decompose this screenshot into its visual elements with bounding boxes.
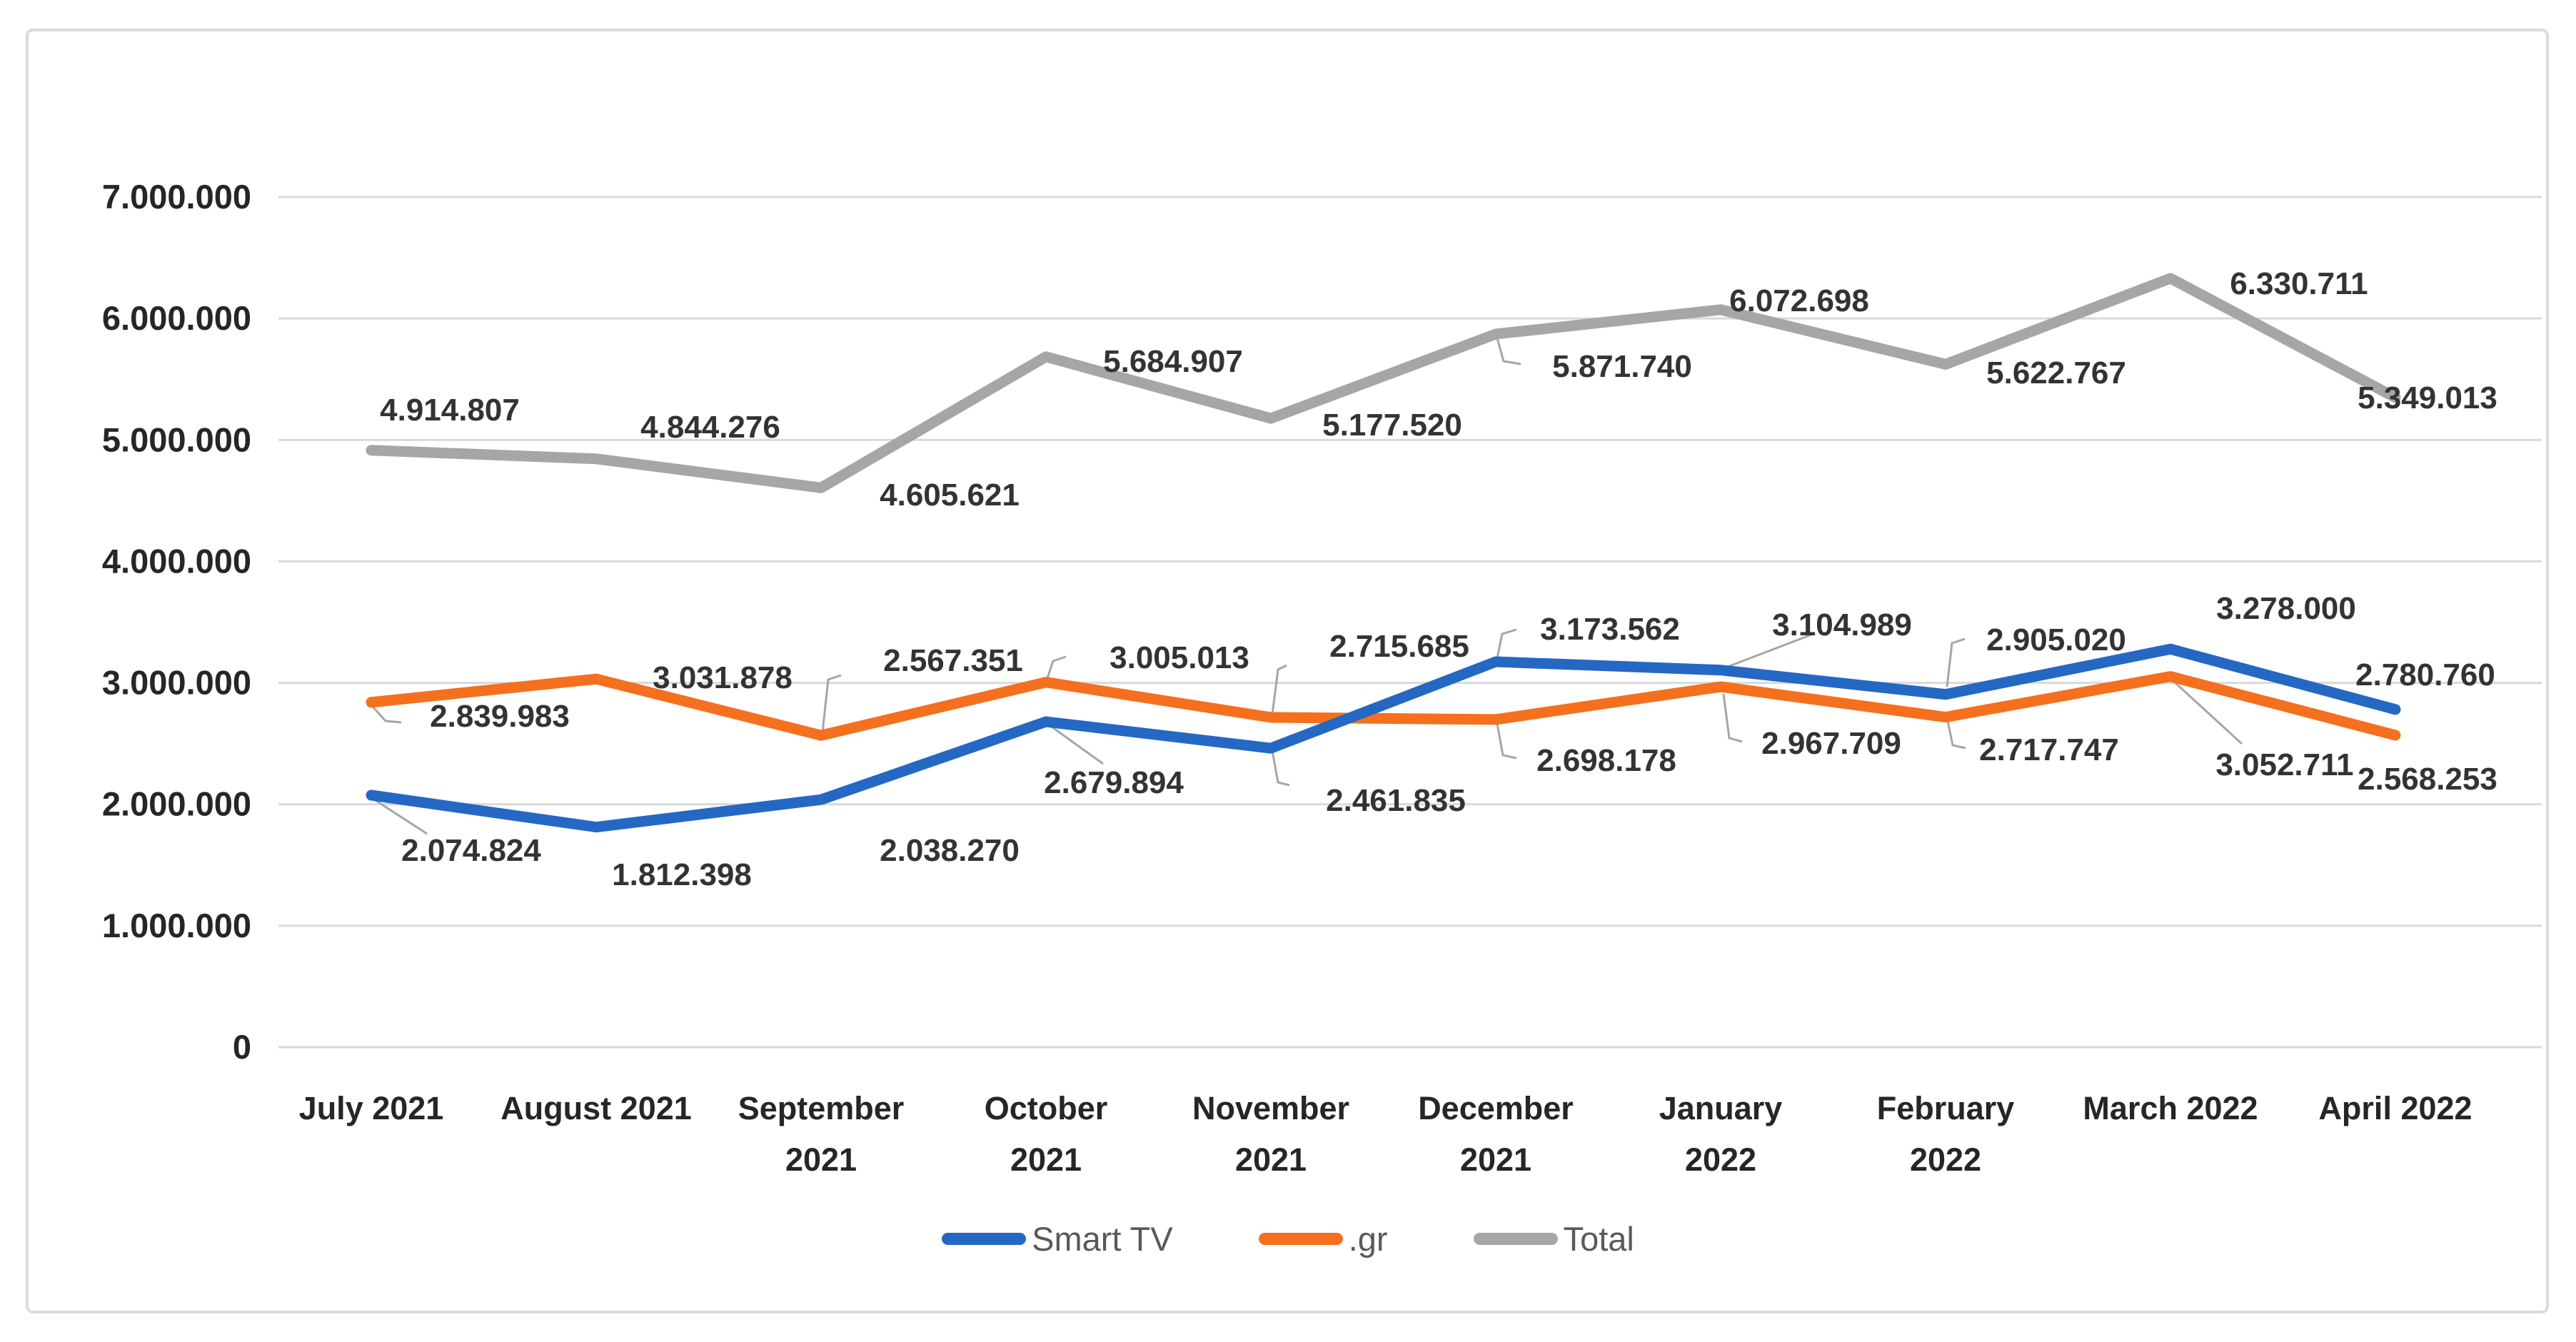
x-axis-label-september-2021: September (738, 1090, 905, 1126)
leader-line-12 (1946, 637, 1966, 687)
leader-line-2 (821, 674, 842, 733)
legend-label-smart-tv: Smart TV (1032, 1220, 1173, 1258)
data-label-smart-tv-1: 1.812.398 (612, 857, 752, 892)
x-axis-label-january-2022: January (1659, 1090, 1783, 1126)
x-axis-label-february-2022: February (1877, 1090, 2015, 1126)
series-line-smart-tv (366, 643, 2401, 833)
data-label-gr-8: 3.052.711 (2215, 747, 2353, 782)
data-label-gr-7: 2.717.747 (1979, 732, 2119, 767)
y-axis-tick-3: 3.000.000 (102, 664, 251, 702)
data-label-smart-tv-6: 3.104.989 (1772, 607, 1912, 642)
leader-line-4 (1049, 724, 1104, 765)
x-axis-label-august-2021: August 2021 (500, 1090, 692, 1126)
leader-line-7 (1496, 628, 1517, 659)
data-label-smart-tv-7: 2.905.020 (1986, 622, 2126, 657)
data-label-gr-2: 2.567.351 (883, 643, 1023, 678)
data-label-gr-6: 2.967.709 (1761, 726, 1901, 761)
data-label-total-7: 5.622.767 (1986, 355, 2126, 390)
data-label-total-0: 4.914.807 (380, 393, 520, 428)
x-axis-label-october-2021: October (985, 1090, 1108, 1126)
leader-line-9 (1496, 338, 1521, 365)
x-axis-label-october-2021-line2: 2021 (1010, 1141, 1082, 1178)
data-label-total-4: 5.177.520 (1322, 408, 1462, 443)
data-label-gr-9: 2.568.253 (2358, 762, 2497, 797)
data-label-total-3: 5.684.907 (1103, 344, 1243, 379)
series-line-total (366, 273, 2401, 493)
x-axis-label-november-2021-line2: 2021 (1235, 1141, 1307, 1178)
y-axis-tick-1: 1.000.000 (102, 907, 251, 944)
data-label-smart-tv-9: 2.780.760 (2355, 657, 2495, 692)
x-axis-label-july-2021: July 2021 (299, 1090, 444, 1126)
series-line-gr (366, 671, 2401, 741)
legend-swatch-smart-tv-icon (942, 1233, 1027, 1245)
x-axis-label-april-2022: April 2022 (2318, 1090, 2472, 1126)
leader-line-10 (1727, 632, 1814, 668)
chart-frame-border (26, 29, 2549, 1313)
leader-line-14 (2173, 680, 2243, 745)
data-label-gr-3: 3.005.013 (1110, 640, 1249, 675)
data-label-smart-tv-4: 2.461.835 (1326, 783, 1466, 818)
leader-line-13 (1946, 720, 1966, 750)
y-axis-tick-2: 2.000.000 (102, 785, 251, 823)
x-axis-label-december-2021-line2: 2021 (1460, 1141, 1531, 1178)
data-label-smart-tv-8: 3.278.000 (2216, 591, 2356, 626)
legend-swatch-total-icon (1473, 1233, 1558, 1245)
data-label-smart-tv-5: 3.173.562 (1540, 612, 1680, 647)
x-axis-label-january-2022-line2: 2022 (1685, 1141, 1756, 1178)
data-label-smart-tv-2: 2.038.270 (880, 833, 1020, 868)
data-label-smart-tv-3: 2.679.894 (1044, 765, 1184, 800)
data-label-gr-1: 3.031.878 (653, 660, 793, 695)
leader-line-0 (371, 705, 402, 724)
x-axis-label-march-2022: March 2022 (2083, 1090, 2258, 1126)
leader-line-5 (1271, 664, 1287, 715)
data-label-total-9: 5.349.013 (2358, 380, 2497, 415)
legend-label-total: Total (1563, 1220, 1634, 1258)
y-axis-tick-5: 5.000.000 (102, 420, 251, 458)
data-label-total-2: 4.605.621 (880, 478, 1020, 513)
legend: Smart TV .gr Total (0, 1222, 2576, 1256)
x-axis-label-february-2022-line2: 2022 (1910, 1141, 1981, 1178)
data-label-gr-5: 2.698.178 (1536, 743, 1676, 778)
y-axis-tick-6: 6.000.000 (102, 299, 251, 337)
legend-label-gr: .gr (1348, 1220, 1388, 1258)
x-axis-label-december-2021: December (1418, 1090, 1574, 1126)
leader-line-3 (1046, 655, 1067, 679)
data-label-total-6: 6.072.698 (1729, 283, 1869, 318)
y-axis-tick-4: 4.000.000 (102, 542, 251, 580)
data-label-total-5: 5.871.740 (1552, 349, 1692, 384)
x-axis-label-september-2021-line2: 2021 (785, 1141, 857, 1178)
data-label-smart-tv-0: 2.074.824 (401, 833, 541, 868)
legend-item-gr: .gr (1258, 1220, 1388, 1258)
legend-item-total: Total (1473, 1220, 1634, 1258)
legend-swatch-gr-icon (1258, 1233, 1343, 1245)
data-label-gr-4: 2.715.685 (1329, 629, 1469, 664)
leader-line-11 (1722, 693, 1743, 743)
y-axis-tick-7: 7.000.000 (102, 178, 251, 216)
leader-line-1 (373, 798, 428, 835)
x-axis-label-november-2021: November (1192, 1090, 1349, 1126)
leader-line-8 (1496, 723, 1517, 760)
y-axis-tick-0: 0 (233, 1028, 251, 1066)
data-label-gr-0: 2.839.983 (430, 699, 570, 734)
data-label-total-8: 6.330.711 (2230, 266, 2368, 301)
data-label-total-1: 4.844.276 (640, 410, 780, 445)
leader-line-6 (1271, 750, 1290, 787)
legend-item-smart-tv: Smart TV (942, 1222, 1173, 1256)
